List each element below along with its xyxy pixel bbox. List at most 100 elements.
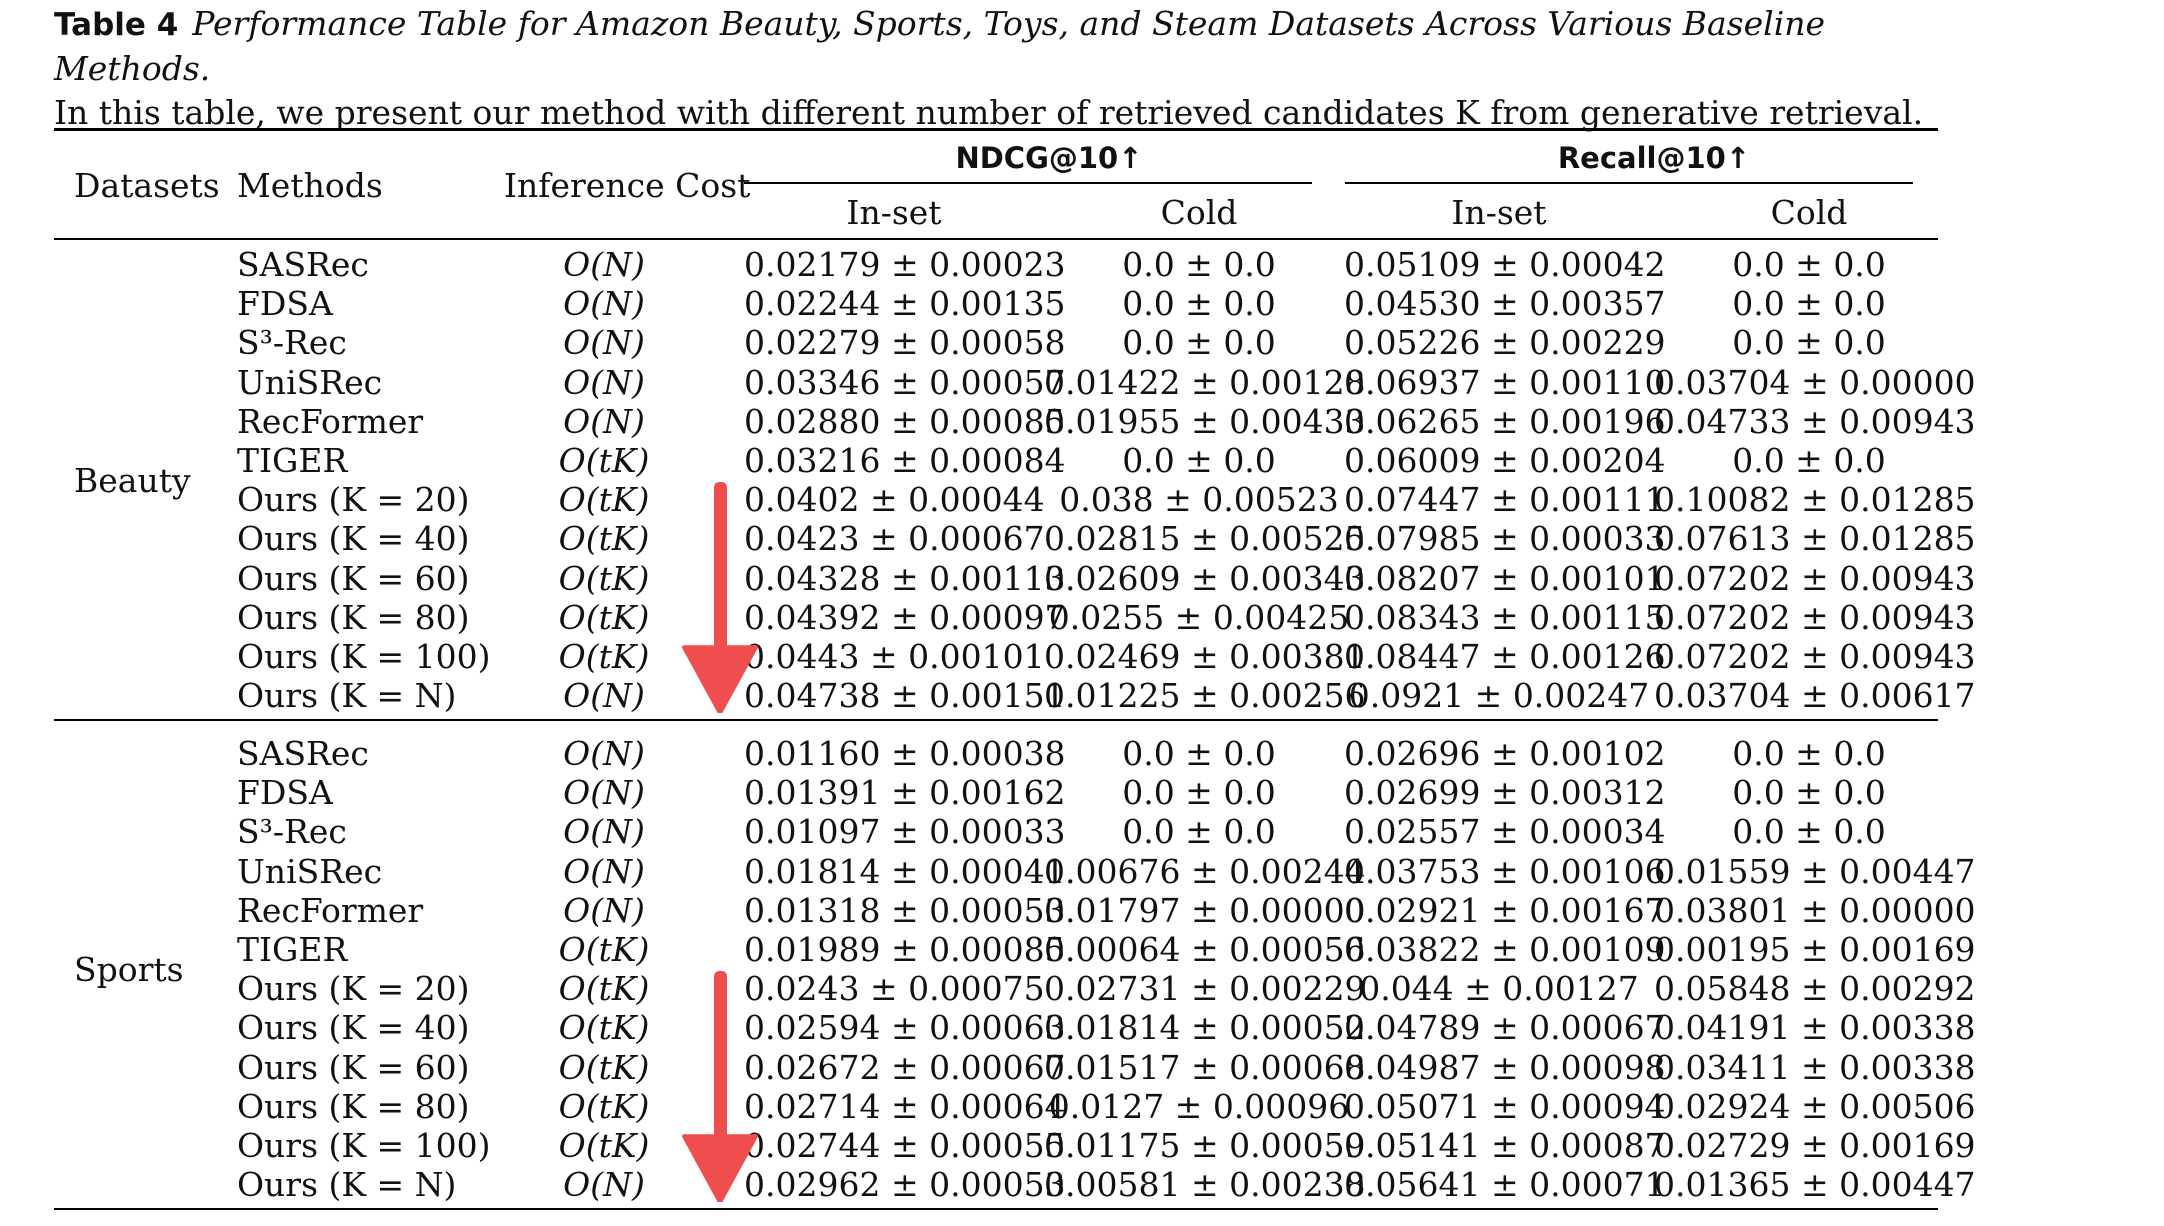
- ndcg-inset-cell: 0.01318 ± 0.00053: [744, 890, 1066, 930]
- recall-cold-cell: 0.02729 ± 0.00169: [1654, 1126, 1976, 1165]
- ndcg-cold-cell: 0.0 ± 0.0: [1122, 323, 1276, 363]
- recall-cold-cell: 0.0 ± 0.0: [1732, 734, 1886, 773]
- recall-inset-cell: 0.03822 ± 0.00109: [1344, 930, 1666, 969]
- ndcg-group-line: [744, 182, 1312, 184]
- header-recall: Recall@10↑: [1557, 141, 1751, 175]
- cost-cell: O(tK): [558, 637, 650, 676]
- cost-cell: O(tK): [558, 930, 650, 969]
- method-cell: Ours (K = 80): [237, 597, 470, 637]
- method-cell: RecFormer: [237, 401, 424, 441]
- recall-cold-cell: 0.0 ± 0.0: [1732, 812, 1886, 852]
- ndcg-inset-cell: 0.03346 ± 0.00057: [744, 362, 1066, 402]
- recall-inset-cell: 0.04987 ± 0.00098: [1344, 1047, 1666, 1087]
- ndcg-cold-cell: 0.00064 ± 0.00056: [1044, 930, 1366, 969]
- cost-cell: O(tK): [558, 441, 650, 480]
- cost-cell: O(N): [563, 734, 645, 773]
- cost-cell: O(tK): [558, 1047, 650, 1087]
- ndcg-cold-cell: 0.01797 ± 0.00000: [1044, 890, 1366, 930]
- cost-cell: O(N): [563, 851, 645, 891]
- recall-cold-cell: 0.05848 ± 0.00292: [1654, 969, 1976, 1009]
- ndcg-inset-cell: 0.04738 ± 0.00151: [744, 676, 1066, 716]
- ndcg-inset-cell: 0.01160 ± 0.00038: [744, 734, 1066, 773]
- method-cell: TIGER: [237, 930, 348, 969]
- recall-cold-cell: 0.03411 ± 0.00338: [1654, 1047, 1976, 1087]
- cost-cell: O(tK): [558, 1126, 650, 1165]
- ndcg-inset-cell: 0.01814 ± 0.00041: [744, 851, 1066, 891]
- method-cell: FDSA: [237, 284, 333, 324]
- recall-inset-cell: 0.02557 ± 0.00034: [1344, 812, 1666, 852]
- header-recall-cold: Cold: [1770, 193, 1848, 232]
- ndcg-inset-cell: 0.02279 ± 0.00058: [744, 323, 1066, 363]
- cost-cell: O(N): [563, 812, 645, 852]
- cost-cell: O(N): [563, 362, 645, 402]
- cost-cell: O(tK): [558, 558, 650, 598]
- header-datasets: Datasets: [74, 166, 220, 205]
- ndcg-cold-cell: 0.0 ± 0.0: [1122, 812, 1276, 852]
- recall-inset-cell: 0.08447 ± 0.00126: [1344, 637, 1666, 676]
- method-cell: Ours (K = 100): [237, 1126, 491, 1165]
- recall-cold-cell: 0.10082 ± 0.01285: [1654, 480, 1976, 520]
- method-cell: Ours (K = 20): [237, 480, 470, 520]
- group-separator: [54, 719, 1938, 722]
- dataset-label: Sports: [74, 949, 184, 989]
- method-cell: Ours (K = 60): [237, 558, 470, 598]
- header-ndcg: NDCG@10↑: [955, 141, 1143, 175]
- ndcg-cold-cell: 0.01517 ± 0.00068: [1044, 1047, 1366, 1087]
- ndcg-inset-cell: 0.01391 ± 0.00162: [744, 773, 1066, 813]
- ndcg-cold-cell: 0.01175 ± 0.00059: [1044, 1126, 1366, 1165]
- recall-cold-cell: 0.0 ± 0.0: [1732, 245, 1886, 284]
- caption-body: In this table, we present our method wit…: [54, 93, 1924, 132]
- ndcg-inset-cell: 0.02594 ± 0.00063: [744, 1008, 1066, 1048]
- method-cell: SASRec: [237, 734, 369, 773]
- recall-inset-cell: 0.044 ± 0.00127: [1359, 969, 1639, 1009]
- ndcg-inset-cell: 0.02244 ± 0.00135: [744, 284, 1066, 324]
- method-cell: RecFormer: [237, 890, 424, 930]
- ndcg-cold-cell: 0.0 ± 0.0: [1122, 441, 1276, 480]
- ndcg-inset-cell: 0.01097 ± 0.00033: [744, 812, 1066, 852]
- recall-cold-cell: 0.00195 ± 0.00169: [1654, 930, 1976, 969]
- ndcg-cold-cell: 0.01225 ± 0.00256: [1044, 676, 1366, 716]
- method-cell: Ours (K = N): [237, 676, 457, 716]
- header-ndcg-cold: Cold: [1160, 193, 1238, 232]
- ndcg-inset-cell: 0.0243 ± 0.00075: [744, 969, 1045, 1009]
- ndcg-cold-cell: 0.00581 ± 0.00238: [1044, 1165, 1366, 1205]
- recall-inset-cell: 0.08343 ± 0.00115: [1344, 597, 1666, 637]
- ndcg-cold-cell: 0.02731 ± 0.00229: [1044, 969, 1366, 1009]
- recall-group-line: [1345, 182, 1913, 184]
- ndcg-cold-cell: 0.0 ± 0.0: [1122, 284, 1276, 324]
- trend-arrow-icon: [682, 971, 758, 1203]
- method-cell: Ours (K = 40): [237, 519, 470, 559]
- table-caption: Table 4 Performance Table for Amazon Beau…: [54, 2, 1954, 135]
- ndcg-inset-cell: 0.02672 ± 0.00067: [744, 1047, 1066, 1087]
- ndcg-inset-cell: 0.0402 ± 0.00044: [744, 480, 1045, 520]
- recall-inset-cell: 0.02699 ± 0.00312: [1344, 773, 1666, 813]
- header-ndcg-inset: In-set: [846, 193, 942, 232]
- ndcg-inset-cell: 0.04328 ± 0.00113: [744, 558, 1066, 598]
- ndcg-cold-cell: 0.0 ± 0.0: [1122, 245, 1276, 284]
- method-cell: Ours (K = 100): [237, 637, 491, 676]
- ndcg-cold-cell: 0.00676 ± 0.00244: [1044, 851, 1366, 891]
- method-cell: Ours (K = 20): [237, 969, 470, 1009]
- recall-cold-cell: 0.07202 ± 0.00943: [1654, 558, 1976, 598]
- recall-inset-cell: 0.06265 ± 0.00196: [1344, 401, 1666, 441]
- header-rule: [54, 238, 1938, 240]
- recall-cold-cell: 0.0 ± 0.0: [1732, 773, 1886, 813]
- method-cell: S³-Rec: [237, 812, 347, 852]
- cost-cell: O(tK): [558, 1008, 650, 1048]
- recall-cold-cell: 0.01559 ± 0.00447: [1654, 851, 1976, 891]
- recall-inset-cell: 0.06009 ± 0.00204: [1344, 441, 1666, 480]
- ndcg-cold-cell: 0.02469 ± 0.00381: [1044, 637, 1366, 676]
- method-cell: Ours (K = 80): [237, 1086, 470, 1126]
- recall-inset-cell: 0.02696 ± 0.00102: [1344, 734, 1666, 773]
- cost-cell: O(tK): [558, 969, 650, 1009]
- recall-inset-cell: 0.04530 ± 0.00357: [1344, 284, 1666, 324]
- ndcg-cold-cell: 0.0 ± 0.0: [1122, 734, 1276, 773]
- ndcg-cold-cell: 0.0 ± 0.0: [1122, 773, 1276, 813]
- recall-cold-cell: 0.0 ± 0.0: [1732, 441, 1886, 480]
- ndcg-inset-cell: 0.0423 ± 0.00067: [744, 519, 1045, 559]
- recall-cold-cell: 0.07202 ± 0.00943: [1654, 637, 1976, 676]
- recall-cold-cell: 0.01365 ± 0.00447: [1654, 1165, 1976, 1205]
- recall-cold-cell: 0.07613 ± 0.01285: [1654, 519, 1976, 559]
- ndcg-cold-cell: 0.01814 ± 0.00052: [1044, 1008, 1366, 1048]
- ndcg-inset-cell: 0.02880 ± 0.00085: [744, 401, 1066, 441]
